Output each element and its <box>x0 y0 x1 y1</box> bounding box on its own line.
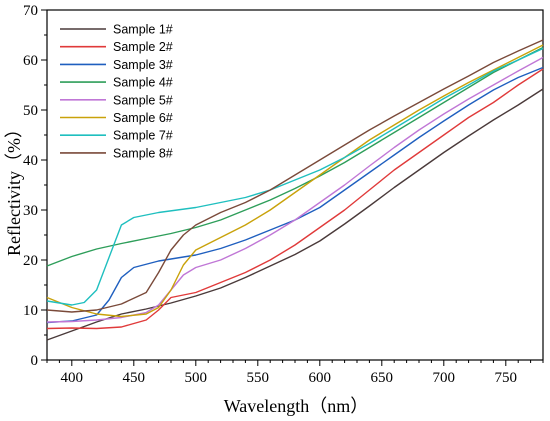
legend-label: Sample 7# <box>113 129 173 143</box>
legend-label: Sample 5# <box>113 93 173 107</box>
legend-label: Sample 2# <box>113 40 173 54</box>
y-tick-label: 20 <box>23 253 38 269</box>
series-layer <box>46 39 544 341</box>
x-axis-title: Wavelength（nm） <box>224 396 369 416</box>
x-tick-label: 500 <box>185 370 208 386</box>
legend-label: Sample 8# <box>113 146 173 160</box>
y-tick-label: 70 <box>23 3 38 19</box>
y-tick-label: 60 <box>23 53 38 69</box>
y-tick-label: 10 <box>23 303 38 319</box>
y-tick-label: 40 <box>23 153 38 169</box>
y-tick-label: 30 <box>23 203 38 219</box>
x-tick-label: 600 <box>309 370 332 386</box>
legend: Sample 1# Sample 2# Sample 3# Sample 4# Samp… <box>60 23 173 160</box>
y-tick-label: 50 <box>23 103 38 119</box>
legend-label: Sample 4# <box>113 76 173 90</box>
legend-label: Sample 3# <box>113 58 173 72</box>
x-tick-label: 650 <box>371 370 394 386</box>
x-tick-label: 450 <box>123 370 146 386</box>
x-tick-label: 750 <box>495 370 518 386</box>
axes-layer: 400 450 500 550 600 650 700 750 0 10 20 30 40 50 60 70 <box>23 3 544 386</box>
y-tick-label: 0 <box>31 353 39 369</box>
x-tick-label: 700 <box>433 370 456 386</box>
series-line-sample-4 <box>46 46 544 267</box>
x-tick-label: 400 <box>61 370 84 386</box>
series-line-sample-6 <box>46 44 544 318</box>
series-line-sample-3 <box>46 66 544 324</box>
series-line-sample-2 <box>46 68 544 330</box>
legend-label: Sample 6# <box>113 111 173 125</box>
y-axis-title: Reflectivity（%） <box>4 120 24 256</box>
legend-label: Sample 1# <box>113 23 173 37</box>
series-line-sample-8 <box>46 39 544 313</box>
series-line-sample-1 <box>46 88 544 341</box>
x-tick-label: 550 <box>247 370 270 386</box>
